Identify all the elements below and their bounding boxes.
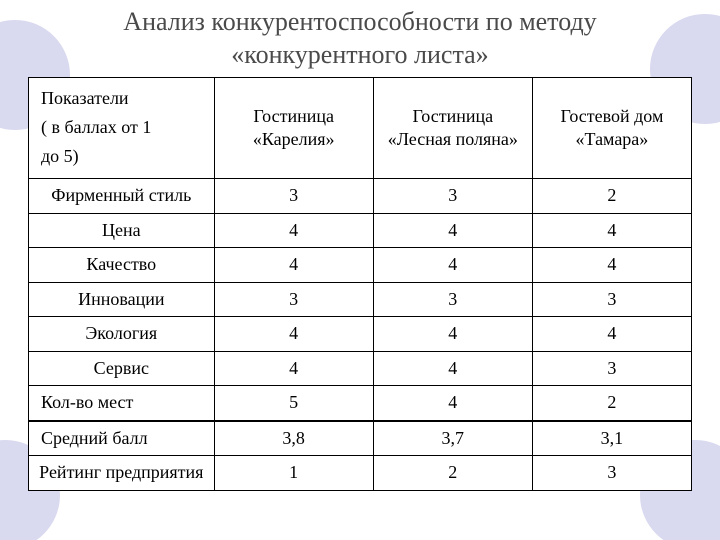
cell-value: 3 bbox=[373, 179, 532, 214]
table-row: Цена444 bbox=[29, 213, 692, 248]
cell-value: 4 bbox=[373, 248, 532, 283]
table-row: Качество444 bbox=[29, 248, 692, 283]
cell-value: 3 bbox=[532, 456, 691, 491]
cell-value: 5 bbox=[214, 386, 373, 421]
cell-value: 4 bbox=[373, 351, 532, 386]
cell-value: 2 bbox=[532, 179, 691, 214]
cell-value: 3 bbox=[532, 282, 691, 317]
cell-value: 4 bbox=[532, 213, 691, 248]
cell-value: 3 bbox=[214, 179, 373, 214]
table-row: Сервис443 bbox=[29, 351, 692, 386]
cell-value: 2 bbox=[373, 456, 532, 491]
row-label: Рейтинг предприятия bbox=[29, 456, 215, 491]
cell-value: 1 bbox=[214, 456, 373, 491]
cell-value: 3 bbox=[214, 282, 373, 317]
header-col-3: Гостевой дом «Тамара» bbox=[532, 78, 691, 179]
table-row: Экология444 bbox=[29, 317, 692, 352]
table-row: Средний балл3,83,73,1 bbox=[29, 421, 692, 456]
cell-value: 4 bbox=[214, 213, 373, 248]
table-body: Фирменный стиль332Цена444Качество444Инно… bbox=[29, 179, 692, 491]
table-header-row: Показатели ( в баллах от 1 до 5) Гостини… bbox=[29, 78, 692, 179]
table-row: Рейтинг предприятия123 bbox=[29, 456, 692, 491]
cell-value: 4 bbox=[373, 386, 532, 421]
row-label: Кол-во мест bbox=[29, 386, 215, 421]
cell-value: 3,1 bbox=[532, 421, 691, 456]
header-indicators-line1: Показатели bbox=[41, 88, 129, 108]
header-col-1: Гостиница «Карелия» bbox=[214, 78, 373, 179]
cell-value: 4 bbox=[532, 248, 691, 283]
row-label: Сервис bbox=[29, 351, 215, 386]
cell-value: 4 bbox=[214, 317, 373, 352]
header-indicators: Показатели ( в баллах от 1 до 5) bbox=[29, 78, 215, 179]
row-label: Средний балл bbox=[29, 421, 215, 456]
cell-value: 3,7 bbox=[373, 421, 532, 456]
page-title: Анализ конкурентоспособности по методу «… bbox=[0, 0, 720, 71]
cell-value: 4 bbox=[532, 317, 691, 352]
table-row: Фирменный стиль332 bbox=[29, 179, 692, 214]
row-label: Фирменный стиль bbox=[29, 179, 215, 214]
cell-value: 4 bbox=[373, 213, 532, 248]
title-line-1: Анализ конкурентоспособности по методу bbox=[123, 7, 596, 36]
comparison-table: Показатели ( в баллах от 1 до 5) Гостини… bbox=[28, 77, 692, 491]
header-indicators-line3: до 5) bbox=[41, 146, 79, 166]
header-indicators-line2: ( в баллах от 1 bbox=[41, 117, 151, 137]
row-label: Экология bbox=[29, 317, 215, 352]
table-row: Инновации333 bbox=[29, 282, 692, 317]
cell-value: 4 bbox=[214, 351, 373, 386]
cell-value: 4 bbox=[214, 248, 373, 283]
title-line-2: «конкурентного листа» bbox=[231, 40, 488, 69]
cell-value: 3 bbox=[532, 351, 691, 386]
cell-value: 3 bbox=[373, 282, 532, 317]
row-label: Качество bbox=[29, 248, 215, 283]
row-label: Цена bbox=[29, 213, 215, 248]
comparison-table-wrap: Показатели ( в баллах от 1 до 5) Гостини… bbox=[28, 77, 692, 491]
row-label: Инновации bbox=[29, 282, 215, 317]
cell-value: 4 bbox=[373, 317, 532, 352]
cell-value: 3,8 bbox=[214, 421, 373, 456]
cell-value: 2 bbox=[532, 386, 691, 421]
header-col-2: Гостиница «Лесная поляна» bbox=[373, 78, 532, 179]
table-row: Кол-во мест542 bbox=[29, 386, 692, 421]
